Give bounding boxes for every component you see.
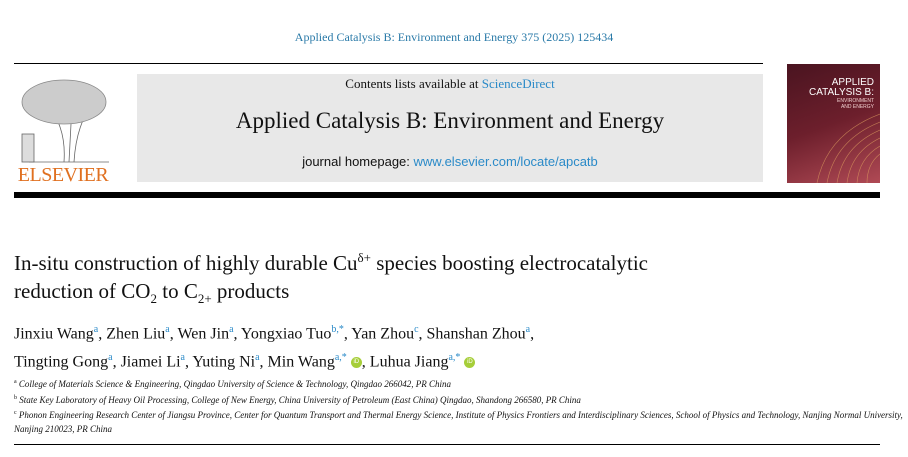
author[interactable]: Shanshan Zhou (426, 325, 526, 343)
author[interactable]: Jiamei Li (120, 353, 181, 371)
affiliation-marker[interactable]: a (180, 352, 185, 364)
affiliation-marker[interactable]: a (108, 352, 113, 364)
author[interactable]: Tingting Gong (14, 353, 109, 371)
cover-pattern (816, 113, 880, 183)
journal-banner: Contents lists available at ScienceDirec… (137, 74, 763, 182)
author[interactable]: Min Wang (267, 353, 335, 371)
affiliation-marker[interactable]: a,* (448, 352, 461, 364)
author[interactable]: Luhua Jiang (369, 353, 449, 371)
homepage-label: journal homepage: (302, 154, 414, 169)
contents-text: Contents lists available at (345, 76, 482, 91)
cover-title: APPLIED CATALYSIS B: ENVIRONMENT AND ENERGY (808, 77, 874, 111)
journal-cover[interactable]: APPLIED CATALYSIS B: ENVIRONMENT AND ENERGY (787, 64, 880, 183)
author[interactable]: Jinxiu Wang (14, 325, 94, 343)
affiliation-marker[interactable]: a,* (334, 352, 347, 364)
orcid-icon[interactable]: iD (350, 357, 362, 369)
affiliation-item: c Phonon Engineering Research Center of … (14, 410, 903, 434)
affiliation-marker[interactable]: b,* (331, 324, 344, 335)
affiliation-marker[interactable]: a (165, 324, 170, 335)
sciencedirect-link[interactable]: ScienceDirect (481, 76, 555, 91)
author[interactable]: Yan Zhou (351, 325, 415, 343)
divider (14, 444, 880, 445)
affiliation-marker[interactable]: a (93, 324, 99, 335)
journal-citation[interactable]: Applied Catalysis B: Environment and Ene… (294, 30, 614, 44)
orcid-icon[interactable]: iD (464, 357, 476, 369)
author[interactable]: Zhen Liu (106, 325, 166, 343)
publisher-name: ELSEVIER (17, 164, 109, 186)
affiliation-marker[interactable]: c (414, 324, 419, 335)
affiliation-marker[interactable]: a (255, 352, 260, 364)
affiliations: a College of Materials Science & Enginee… (14, 376, 908, 436)
author[interactable]: Wen Jin (177, 325, 230, 343)
homepage-link[interactable]: www.elsevier.com/locate/apcatb (413, 154, 598, 169)
divider (14, 63, 763, 64)
journal-title: Applied Catalysis B: Environment and Ene… (235, 108, 665, 133)
tree-icon (21, 79, 109, 163)
affiliation-item: b State Key Laboratory of Heavy Oil Proc… (14, 394, 581, 405)
header-bar (14, 192, 880, 198)
author[interactable]: Yuting Ni (192, 353, 256, 371)
elsevier-logo[interactable]: ELSEVIER (14, 74, 112, 186)
article-title: In-situ construction of highly durable C… (14, 250, 648, 307)
author[interactable]: Yongxiao Tuo (240, 325, 332, 343)
author-list: Jinxiu Wanga, Zhen Liua, Wen Jina, Yongx… (14, 324, 535, 371)
affiliation-item: a College of Materials Science & Enginee… (14, 379, 452, 389)
affiliation-marker[interactable]: a (525, 324, 531, 335)
affiliation-marker[interactable]: a (229, 324, 234, 335)
